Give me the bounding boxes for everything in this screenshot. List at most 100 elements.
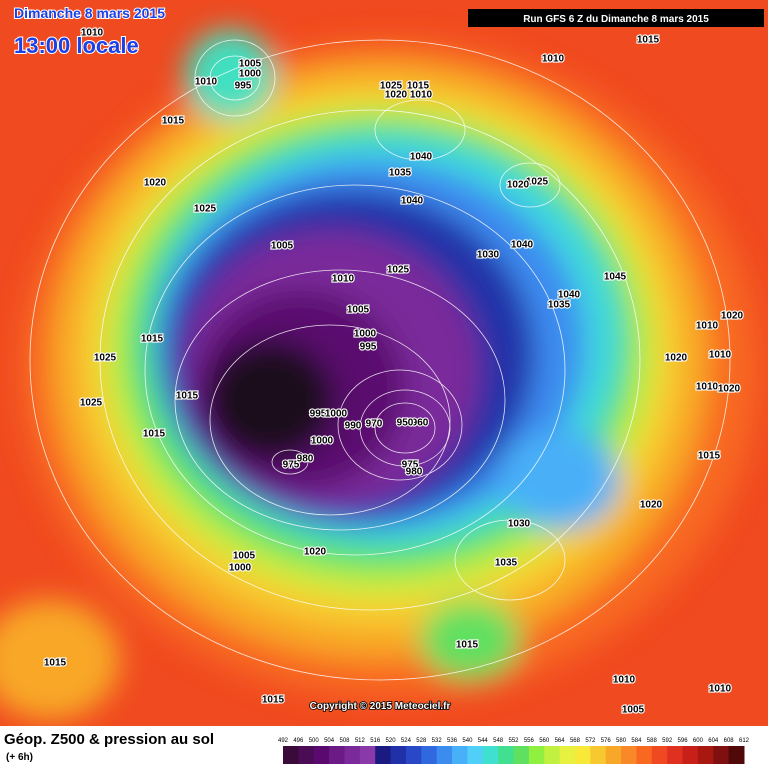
isobar-label: 1015 [44, 658, 67, 669]
isobar-label: 980 [297, 454, 314, 465]
scale-swatch [605, 746, 622, 764]
isobar-label: 1010 [696, 382, 719, 393]
scale-swatch [559, 746, 576, 764]
isobar-label: 1005 [239, 59, 262, 70]
isobar-label: 1015 [698, 451, 721, 462]
isobar-label: 1040 [511, 240, 534, 251]
scale-swatch [590, 746, 607, 764]
footer-subtitle: (+ 6h) [6, 752, 33, 763]
isobar-label: 1015 [143, 429, 166, 440]
scale-label: 512 [355, 738, 366, 744]
scale-label: 524 [401, 738, 412, 744]
isobar-label: 1025 [387, 265, 410, 276]
time-title: 13:00 locale [14, 33, 139, 58]
scale-label: 592 [662, 738, 673, 744]
isobar-label: 1015 [176, 391, 199, 402]
scale-label: 560 [539, 738, 550, 744]
scale-label: 532 [432, 738, 443, 744]
isobar-label: 1025 [194, 204, 217, 215]
scale-label: 612 [739, 738, 750, 744]
scale-label: 572 [585, 738, 596, 744]
isobar-label: 1045 [604, 272, 627, 283]
isobar-label: 1015 [456, 640, 479, 651]
scale-label: 580 [616, 738, 627, 744]
isobar-label: 1025 [526, 177, 549, 188]
scale-swatch [621, 746, 637, 764]
isobar-label: 1035 [548, 300, 571, 311]
scale-label: 588 [647, 738, 658, 744]
isobar-label: 1025 [94, 353, 117, 364]
isobar-label: 975 [402, 460, 419, 471]
scale-swatch [544, 746, 561, 764]
scale-label: 552 [508, 738, 519, 744]
isobar-label: 1000 [354, 329, 377, 340]
isobar-label: 1010 [81, 28, 104, 39]
scale-swatch [421, 746, 438, 764]
isobar-label: 1015 [637, 35, 660, 46]
run-title: Run GFS 6 Z du Dimanche 8 mars 2015 [523, 14, 709, 25]
scale-swatch [467, 746, 484, 764]
isobar-label: 1020 [640, 500, 663, 511]
scale-swatch [667, 746, 684, 764]
scale-label: 576 [601, 738, 612, 744]
scale-swatch [375, 746, 392, 764]
isobar-label: 1005 [347, 305, 370, 316]
scale-swatch [405, 746, 422, 764]
scale-swatch [452, 746, 468, 764]
scale-swatch [498, 746, 514, 764]
isobar-label: 1030 [508, 519, 531, 530]
scale-label: 608 [724, 738, 735, 744]
isobar-label: 1000 [229, 563, 252, 574]
isobar-label: 990 [345, 421, 362, 432]
isobar-label: 1035 [495, 558, 518, 569]
isobar-label: 995 [310, 409, 327, 420]
geopotential-field [0, 0, 768, 726]
scale-swatch [313, 746, 330, 764]
scale-label: 492 [278, 738, 289, 744]
scale-label: 584 [631, 738, 642, 744]
isobar-label: 1015 [162, 116, 185, 127]
isobar-label: 1040 [410, 152, 433, 163]
scale-label: 520 [386, 738, 397, 744]
isobar-label: 1005 [622, 705, 645, 716]
isobar-label: 1015 [407, 81, 430, 92]
scale-swatch [359, 746, 376, 764]
isobar-label: 1000 [311, 436, 334, 447]
scale-swatch [651, 746, 668, 764]
isobar-label: 970 [366, 419, 383, 430]
isobar-label: 960 [412, 418, 429, 429]
isobar-label: 1020 [721, 311, 744, 322]
isobar-label: 1020 [718, 384, 741, 395]
isobar-label: 1010 [410, 90, 433, 101]
scale-swatch [390, 746, 407, 764]
isobar-label: 1000 [239, 69, 262, 80]
scale-swatch [636, 746, 653, 764]
isobar-label: 1035 [389, 168, 412, 179]
scale-swatch [574, 746, 591, 764]
scale-swatch [728, 746, 745, 764]
scale-swatch [283, 746, 299, 764]
isobar-label: 1010 [709, 350, 732, 361]
scale-label: 544 [478, 738, 489, 744]
copyright: Copyright © 2015 Meteociel.fr [310, 701, 451, 712]
isobar-label: 1025 [80, 398, 103, 409]
isobar-label: 1010 [542, 54, 565, 65]
scale-swatch [528, 746, 545, 764]
scale-swatch [344, 746, 361, 764]
isobar-label: 1020 [507, 180, 530, 191]
isobar-label: 1010 [696, 321, 719, 332]
isobar-label: 1010 [709, 684, 732, 695]
scale-label: 596 [678, 738, 689, 744]
isobar-label: 1010 [195, 77, 218, 88]
scale-label: 500 [309, 738, 320, 744]
isobar-label: 1040 [401, 196, 424, 207]
run-box [468, 9, 764, 27]
isobar-label: 1025 [380, 81, 403, 92]
isobar-label: 1000 [325, 409, 348, 420]
isobar-label: 1020 [385, 90, 408, 101]
footer-title: Géop. Z500 & pression au sol [4, 731, 214, 748]
isobar-label: 1005 [271, 241, 294, 252]
scale-label: 604 [708, 738, 719, 744]
